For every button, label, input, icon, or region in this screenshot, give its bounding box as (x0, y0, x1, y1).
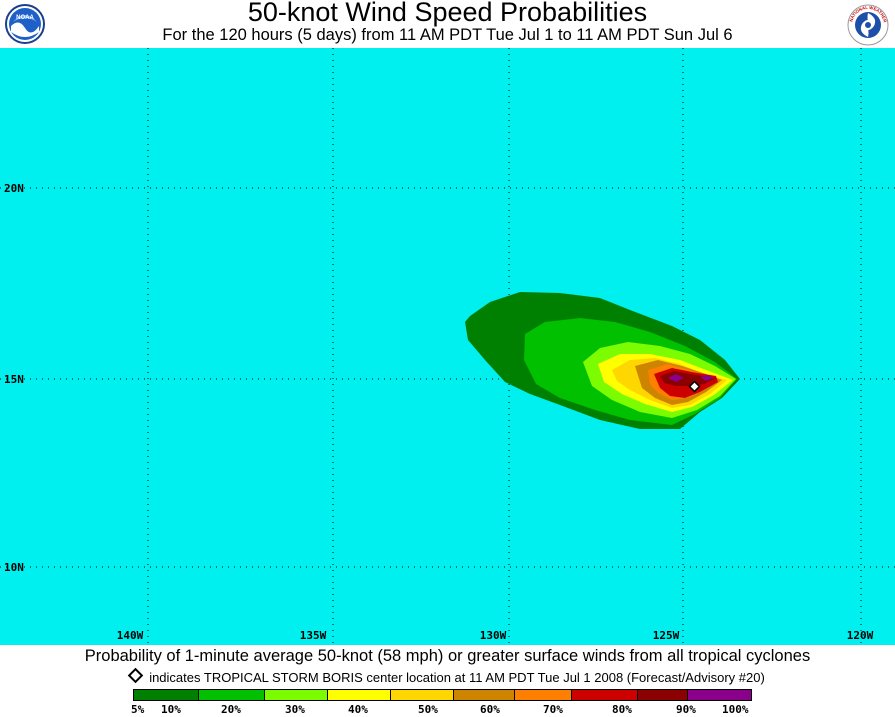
legend-swatch (328, 689, 391, 701)
storm-marker-note: indicates TROPICAL STORM BORIS center lo… (0, 667, 895, 685)
legend-swatch (199, 689, 265, 701)
legend-label: 60% (480, 703, 500, 716)
legend-color-bar (133, 689, 752, 701)
lon-label: 130W (480, 629, 507, 642)
legend-swatch (391, 689, 454, 701)
contour-90pct (668, 374, 714, 382)
map-caption: Probability of 1-minute average 50-knot … (84, 647, 811, 665)
noaa-logo: NOAA (5, 4, 45, 44)
diamond-icon (127, 667, 144, 684)
lon-label: 125W (653, 629, 680, 642)
legend-label: 40% (348, 703, 368, 716)
page-subtitle: For the 120 hours (5 days) from 11 AM PD… (162, 26, 733, 44)
legend-label: 70% (543, 703, 563, 716)
lat-label: 20N (4, 182, 24, 195)
legend-swatch (572, 689, 638, 701)
page-title: 50-knot Wind Speed Probabilities (247, 0, 648, 27)
legend-swatch (688, 689, 752, 701)
legend-label: 20% (221, 703, 241, 716)
legend-label: 50% (418, 703, 438, 716)
legend-label: 30% (285, 703, 305, 716)
legend-swatch (454, 689, 515, 701)
legend-swatch (515, 689, 572, 701)
lon-label: 135W (300, 629, 327, 642)
legend-labels: 5% 10% 20% 30% 40% 50% 60% 70% 80% 90% 1… (0, 703, 895, 717)
legend-swatch (638, 689, 688, 701)
lat-label: 15N (4, 373, 24, 386)
legend-swatch (265, 689, 328, 701)
probability-map: 20N 15N 10N 140W 135W 130W 125W 120W (0, 48, 895, 645)
lon-label: 140W (117, 629, 144, 642)
nws-logo: NATIONAL WEATHER SERVICE (845, 0, 889, 46)
storm-marker-note-text: indicates TROPICAL STORM BORIS center lo… (149, 670, 765, 685)
lon-label: 120W (847, 629, 874, 642)
header: NOAA 50-knot Wind Speed Probabilities Fo… (0, 0, 895, 48)
contour-80pct (660, 371, 716, 386)
legend-label: 100% (722, 703, 749, 716)
lat-label: 10N (4, 561, 24, 574)
diamond-icon (688, 380, 701, 393)
legend-label: 5% (131, 703, 145, 716)
storm-center-marker (688, 380, 701, 393)
legend-swatch (133, 689, 199, 701)
legend-label: 10% (161, 703, 181, 716)
noaa-logo-text: NOAA (16, 15, 34, 21)
legend-label: 90% (676, 703, 696, 716)
map-background (0, 48, 895, 645)
legend-label: 80% (612, 703, 632, 716)
